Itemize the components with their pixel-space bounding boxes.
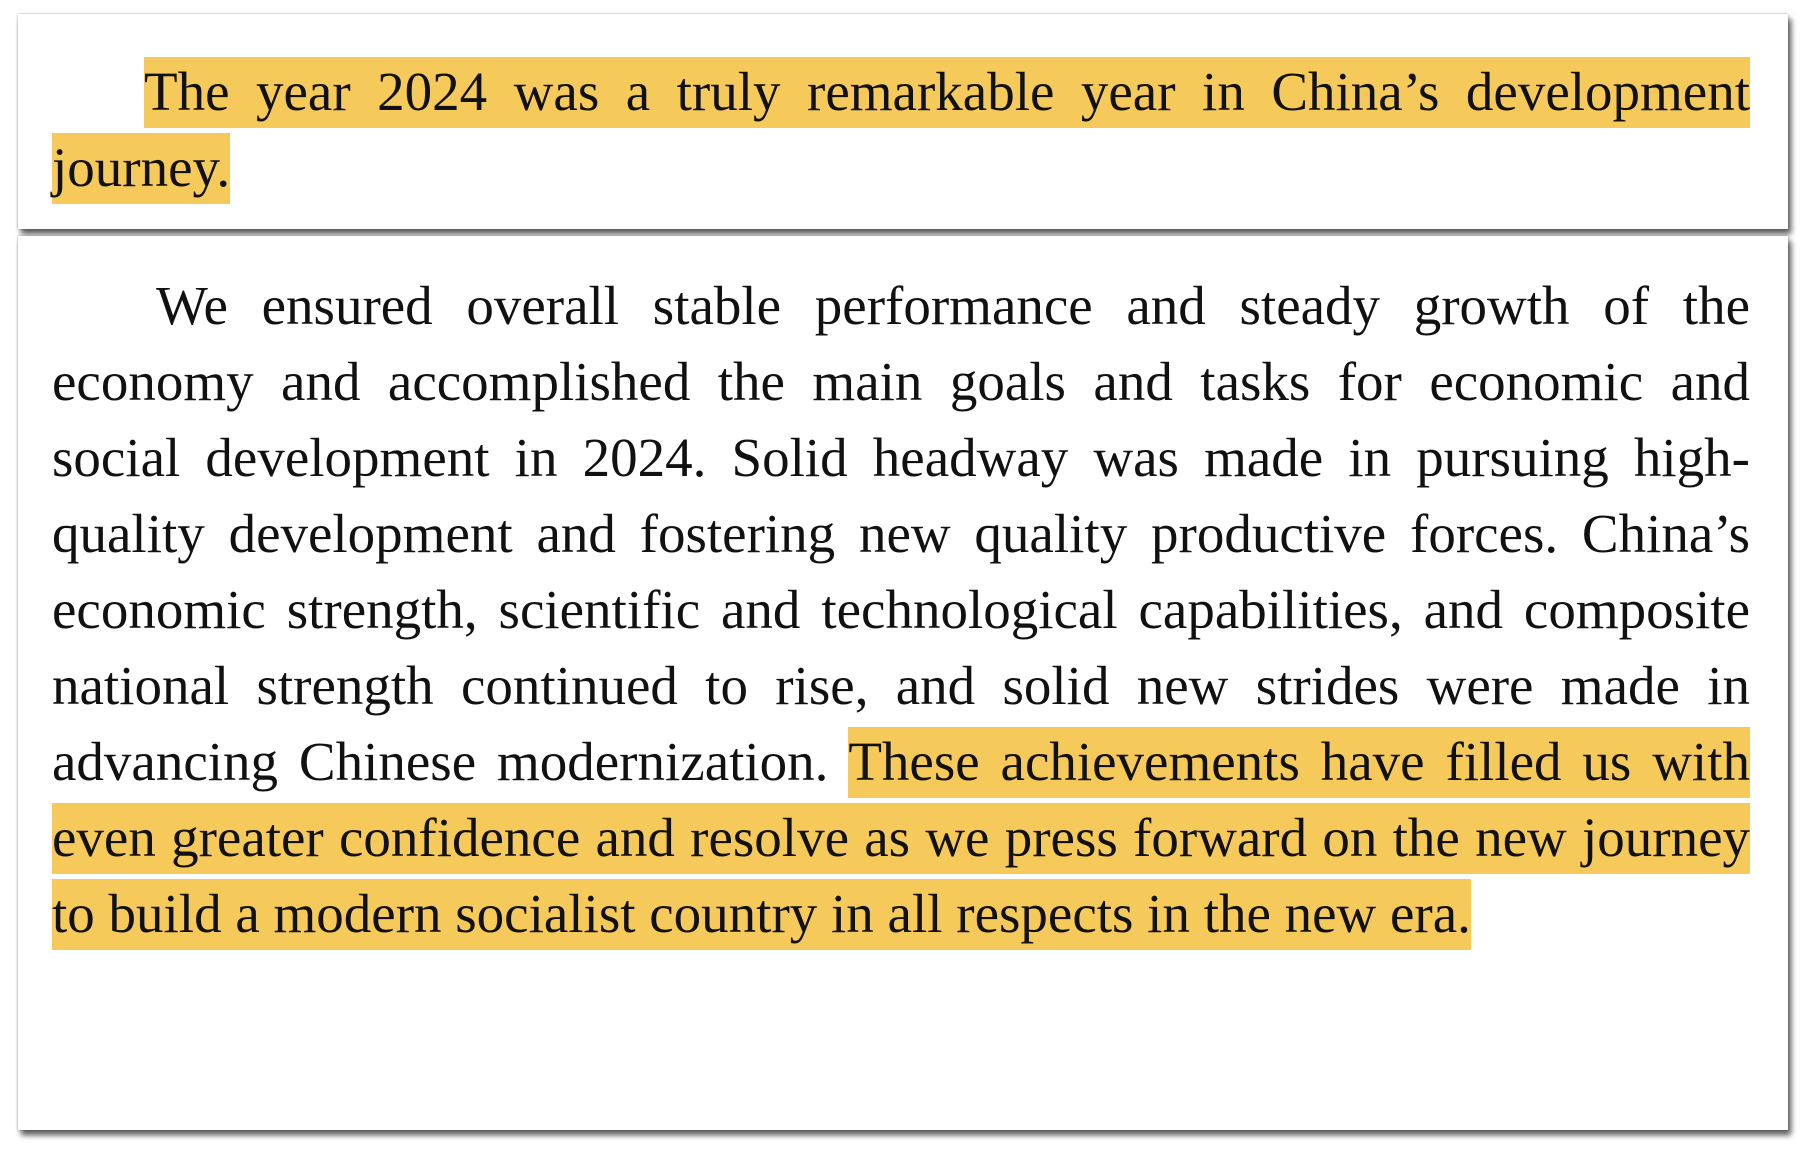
excerpt-2-highlight: These achievements have filled us with e…: [52, 727, 1750, 950]
document-excerpt-1: The year 2024 was a truly remarkable yea…: [18, 14, 1788, 229]
excerpt-1-paragraph: The year 2024 was a truly remarkable yea…: [52, 54, 1750, 206]
torn-paper-1: The year 2024 was a truly remarkable yea…: [18, 14, 1788, 229]
excerpt-1-highlight: The year 2024 was a truly remarkable yea…: [52, 57, 1750, 204]
torn-paper-2: We ensured overall stable performance an…: [18, 236, 1788, 1130]
excerpt-2-paragraph: We ensured overall stable performance an…: [52, 268, 1750, 952]
document-excerpt-2: We ensured overall stable performance an…: [18, 236, 1788, 1130]
excerpt-2-plain-text: We ensured overall stable performance an…: [52, 275, 1750, 792]
